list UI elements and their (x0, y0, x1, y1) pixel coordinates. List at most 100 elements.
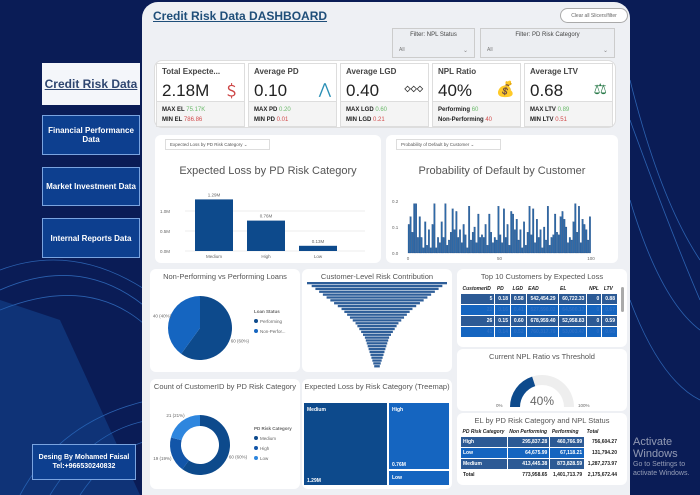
bar (501, 242, 503, 254)
table-row[interactable]: Low 64,675.99 67,118.21 131,794.20 (460, 447, 620, 459)
chart-title: Current NPL Ratio vs Threshold (489, 352, 595, 361)
bar (541, 247, 544, 254)
legend-title: PD Risk Category (254, 426, 292, 431)
table-cell: 60,722.33 (557, 293, 588, 305)
column-header[interactable]: Performing (551, 429, 579, 435)
x-tick-label: Low (314, 254, 323, 259)
chart-selector-dropdown[interactable]: Probability of Default by Customer ⌄ (396, 139, 501, 150)
gauge-value: 40% (530, 394, 554, 408)
designer-credit: Desing By Mohamed Faisal Tel:+96653024083… (32, 444, 136, 480)
slice (170, 437, 189, 470)
bar (525, 245, 527, 254)
column-header[interactable]: PD (496, 286, 504, 292)
legend-item: Medium (260, 436, 276, 441)
column-header[interactable]: NPL (588, 286, 599, 292)
column-header[interactable]: LTV (603, 286, 613, 292)
treemap-chart: Medium 1.29M High 0.76M Low (304, 403, 449, 485)
chart-selector-dropdown[interactable]: Expected Loss by PD Risk Category ⌄ (165, 139, 270, 150)
column-header[interactable]: EAD (528, 286, 539, 292)
table-cell: 0 (586, 304, 603, 316)
top10-table: CustomerID PD LGD EAD EL NPL LTV 5 0.18 0.58 542,4… (459, 285, 618, 338)
watermark-title: Activate Windows (633, 436, 678, 460)
column-header[interactable]: PD Risk Category (462, 429, 505, 435)
nav-internal-reports[interactable]: Internal Reports Data (42, 218, 140, 258)
funnel-bar (373, 362, 381, 365)
bar (519, 229, 522, 254)
funnel-bar (359, 327, 395, 331)
funnel-bar (370, 353, 384, 356)
text: Performing (438, 107, 471, 113)
bar (545, 239, 547, 254)
table-row[interactable]: Medium 413,445.38 873,828.59 1,287,273.97 (460, 458, 620, 470)
bar (579, 242, 582, 254)
kpi-details: Performing 60 Non-Performing 40 (433, 101, 520, 126)
column-header[interactable]: LGD (512, 286, 524, 292)
table-row[interactable]: 22 0.16 0.41 527,590.02 64,500.17 0 0.67 (459, 304, 618, 316)
tile-value: 1.29M (307, 478, 321, 484)
bar (523, 221, 525, 254)
text: MIN LGD (346, 117, 372, 123)
table-cell: 1,287,273.97 (584, 458, 620, 470)
legend-item: Non-Perfor... (260, 329, 286, 334)
bar (515, 219, 518, 254)
bar (563, 219, 566, 254)
legend-item: Low (260, 456, 269, 461)
column-header[interactable]: Total (586, 429, 599, 435)
table-cell: 67,118.21 (549, 447, 586, 459)
kpi-details: MAX PD 0.20 MIN PD 0.01 (249, 101, 336, 126)
funnel-bar (315, 287, 439, 291)
funnel-bar (371, 356, 383, 359)
bar (561, 211, 564, 254)
text: 0.01 (276, 117, 289, 123)
y-tick-label: 0.2 (392, 199, 399, 204)
bar (497, 206, 500, 254)
x-tick-label: 50 (497, 256, 503, 261)
data-label: 0.76M (260, 214, 273, 219)
bar (426, 245, 428, 254)
table-cell: 131,794.20 (584, 447, 620, 459)
data-label: 1.29M (208, 192, 221, 197)
chart-title: Expected Loss by PD Risk Category (179, 165, 357, 177)
funnel-bar (319, 290, 435, 293)
npl-pie-panel: Non-Performing vs Performing Loans 60 (6… (150, 269, 300, 372)
funnel-bar (344, 310, 410, 313)
text: 60 (471, 107, 479, 113)
slice (170, 415, 200, 441)
filter-pd-risk-category[interactable]: Filter: PD Risk Category All ⌄ (480, 28, 615, 58)
column-header[interactable]: Non Performing (509, 429, 548, 435)
scrollbar[interactable] (621, 287, 624, 312)
text: MAX PD (254, 107, 278, 113)
table-row[interactable]: 41 0.14 0.52 760,317.79 53,003.47 0 0.68 (459, 326, 618, 338)
nav-financial-performance[interactable]: Financial Performance Data (42, 115, 140, 155)
count-donut-panel: Count of CustomerID by PD Risk Category … (150, 379, 300, 489)
table-cell: 0.16 (494, 304, 511, 316)
bar (462, 224, 465, 254)
kpi-label: Average LTV (530, 67, 579, 76)
chart-title: Probability of Default by Customer (418, 165, 586, 177)
funnel-bar (367, 345, 387, 348)
table-row[interactable]: High 295,837.28 460,766.99 756,604.27 (460, 436, 620, 448)
treemap-tile (389, 403, 449, 469)
total-row[interactable]: Total 773,958.65 1,401,713.79 2,175,672.44 (460, 469, 620, 481)
filter-value: All (487, 47, 493, 53)
text: MAX EL (162, 107, 185, 113)
text: 0.21 (373, 117, 385, 123)
table-row[interactable]: 5 0.18 0.58 542,454.29 60,722.33 0 0.88 (459, 293, 618, 305)
table-cell: 0.67 (601, 304, 618, 316)
nav-credit-risk-data[interactable]: Credit Risk Data (42, 63, 140, 105)
y-tick-label: 1.0M (160, 209, 170, 214)
bar (508, 245, 511, 254)
nav-label: Credit Risk Data (44, 77, 138, 91)
filter-npl-status[interactable]: Filter: NPL Status All ⌄ (392, 28, 475, 58)
clear-filters-button[interactable]: Clear all Slicers/filter (560, 8, 628, 23)
chart-title: Count of CustomerID by PD Risk Category (153, 382, 297, 391)
column-header[interactable]: CustomerID (462, 286, 491, 292)
funnel-bar (337, 304, 417, 308)
column-header[interactable]: EL (560, 286, 567, 292)
treemap-tile (304, 403, 387, 485)
bar (550, 237, 553, 254)
nav-market-investment[interactable]: Market Investment Data (42, 167, 140, 206)
table-row[interactable]: 26 0.15 0.60 678,959.40 52,958.83 0 0.59 (459, 315, 618, 327)
kpi-total-expected-loss: Total Expecte... 2.18M ＄ MAX EL 75.17K MIN E… (156, 63, 245, 127)
nav-label: Financial Performance Data (48, 126, 134, 144)
